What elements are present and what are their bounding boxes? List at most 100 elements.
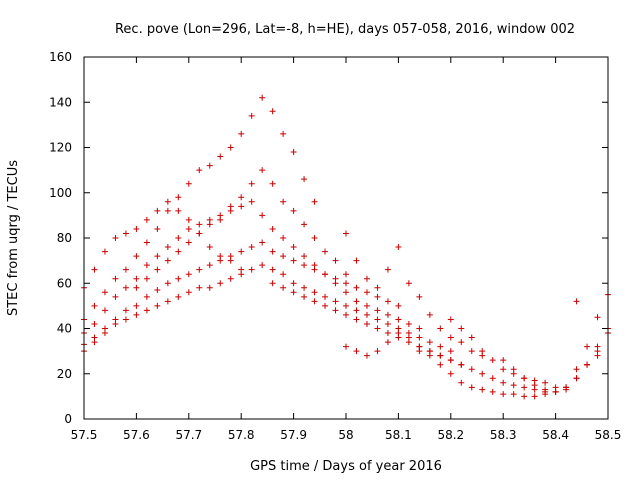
data-point-arc-a [143,239,150,246]
x-tick-label: 58 [338,428,353,442]
data-point-arc-d [112,320,119,327]
data-point-arc-b [143,262,150,269]
data-point-arc-f [217,253,224,260]
data-point-arc-d [101,330,108,337]
data-point-arc-k [594,314,601,321]
data-point-arc-h [384,266,391,273]
data-point-arc-c [122,307,129,314]
data-point-arc-f [238,266,245,273]
data-point-arc-e [248,198,255,205]
data-point-arc-d [447,348,454,355]
data-point-arc-h [363,275,370,282]
data-point-arc-i [374,348,381,355]
data-point-arc-g [343,311,349,318]
data-point-arc-g [322,302,329,309]
data-point-arc-i [384,339,391,346]
data-point-arc-d [311,289,318,296]
data-point-arc-h [374,284,381,291]
data-point-arc-e [143,275,150,282]
data-point-arc-b [311,235,318,241]
data-point-arc-b [301,221,308,228]
data-point-arc-d [301,284,308,291]
data-point-arc-i [479,370,486,377]
data-point-arc-b [112,293,119,300]
data-point-arc-f [227,257,234,264]
data-point-arc-l [531,382,538,389]
data-point-arc-f [154,207,161,214]
data-point-arc-e [280,235,287,241]
data-point-arc-a [196,167,203,174]
data-point-arc-b [280,198,287,205]
data-point-arc-b [238,194,245,201]
data-point-arc-e [395,316,402,323]
data-point-arc-j [531,393,538,400]
y-tick-label: 60 [57,276,72,290]
data-point-arc-k [500,366,507,373]
data-point-arc-k [489,357,496,364]
data-point-arc-l [594,352,601,359]
data-point-arc-h [426,311,433,318]
data-point-arc-b [122,284,129,291]
data-point-arc-g [301,293,308,300]
data-point-arc-l [542,386,549,393]
data-point-arc-a [238,130,245,137]
data-point-arc-j [447,370,454,377]
data-point-arc-h [405,280,412,287]
data-point-arc-i [343,343,349,350]
data-points [81,94,611,400]
data-point-arc-c [248,244,255,251]
y-tick-label: 100 [49,186,72,200]
data-point-arc-e [363,302,370,309]
data-point-arc-d [154,302,161,309]
data-point-arc-j [489,388,496,395]
data-point-arc-f [185,216,192,223]
data-point-arc-i [395,330,402,337]
data-point-arc-e [384,311,391,318]
data-point-arc-d [374,316,381,323]
data-point-arc-i [405,334,412,341]
data-point-arc-k [542,379,549,386]
x-tick-label: 58.3 [490,428,517,442]
data-point-arc-d [416,334,423,341]
data-point-arc-i [437,352,444,359]
data-point-arc-h [395,244,402,251]
data-point-arc-l [552,388,559,395]
x-tick-label: 57.5 [71,428,98,442]
data-point-arc-f [196,230,203,237]
data-point-arc-i [500,379,507,386]
data-point-arc-e [416,325,423,332]
data-point-arc-d [206,284,213,291]
x-tick-label: 57.7 [175,428,202,442]
data-point-arc-j [437,361,444,368]
data-point-arc-c [259,239,266,246]
data-point-arc-f [206,244,213,251]
chart-title: Rec. pove (Lon=296, Lat=-8, h=HE), days … [115,22,575,37]
data-point-arc-f [91,266,98,273]
data-point-arc-l [521,375,528,382]
data-point-arc-f [133,225,140,232]
y-tick-label: 80 [57,231,72,245]
data-point-arc-b [196,221,203,228]
data-point-arc-a [91,302,98,309]
data-point-arc-h [437,325,444,332]
data-point-arc-a [112,275,119,282]
data-point-arc-a [311,198,318,205]
data-point-arc-d [437,343,444,350]
data-point-arc-b [133,275,140,282]
data-point-arc-d [343,302,349,309]
data-point-arc-c [164,280,171,287]
data-point-arc-a [227,144,234,151]
data-point-arc-d [259,262,266,269]
data-point-arc-c [363,289,370,296]
data-point-arc-d [185,289,192,296]
data-point-arc-e [206,221,213,228]
data-point-arc-g [353,316,360,323]
data-point-arc-c [206,262,213,269]
data-point-arc-i [510,382,517,389]
data-point-arc-a [164,207,171,214]
data-point-arc-d [122,316,129,323]
data-point-arc-c [374,293,381,300]
data-point-arc-e [374,307,381,314]
data-point-arc-c [175,275,182,282]
